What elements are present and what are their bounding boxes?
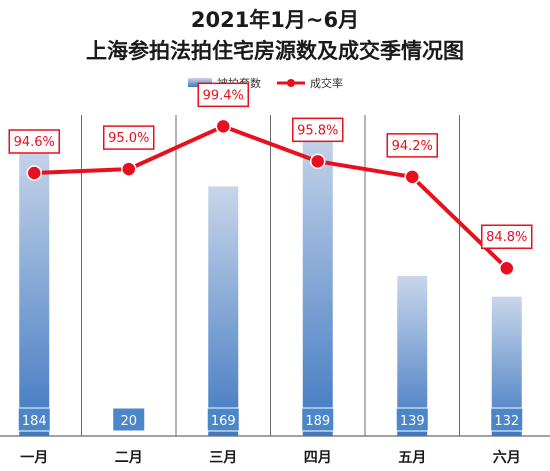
rate-point bbox=[215, 118, 231, 135]
rate-label-box bbox=[481, 224, 533, 249]
x-tick-label: 三月 bbox=[209, 450, 237, 466]
bar bbox=[208, 186, 239, 436]
x-tick-label: 二月 bbox=[115, 450, 143, 466]
rate-label-box bbox=[386, 133, 438, 158]
rate-point bbox=[26, 165, 42, 181]
line-layer bbox=[34, 124, 509, 270]
bar bbox=[302, 126, 333, 436]
x-tick-label: 五月 bbox=[398, 450, 426, 466]
legend-line-marker bbox=[287, 79, 295, 87]
bar-value-label: 132 bbox=[494, 414, 519, 429]
point-layer: 94.6% 95.0% 99.4% 95.8% 94.2% 84.8% bbox=[8, 82, 533, 276]
bar-value-box bbox=[301, 407, 335, 432]
rate-label: 94.6% bbox=[14, 135, 55, 150]
bar-value-label: 139 bbox=[400, 414, 425, 429]
bar-value-label: 184 bbox=[22, 414, 47, 429]
rate-label: 94.2% bbox=[392, 139, 433, 154]
bar-value-box bbox=[206, 407, 240, 432]
chart-title-line2: 上海参拍法拍住宅房源数及成交季情况图 bbox=[86, 39, 464, 63]
bar-value-label: 189 bbox=[305, 414, 330, 429]
bar-layer: 184 20 169 189 139 132 bbox=[17, 126, 524, 436]
bar-value-box bbox=[395, 407, 429, 432]
rate-label: 84.8% bbox=[486, 230, 527, 245]
rate-point bbox=[499, 260, 515, 276]
grid-layer bbox=[0, 115, 550, 437]
legend-line-label: 成交率 bbox=[310, 76, 343, 90]
rate-label-box bbox=[292, 117, 344, 143]
bar-value-label: 20 bbox=[120, 414, 137, 429]
bar bbox=[19, 141, 50, 436]
rate-label: 95.8% bbox=[297, 123, 338, 138]
rate-label-box bbox=[197, 82, 249, 108]
bar-value-box bbox=[17, 407, 51, 432]
chart-title-line1: 2021年1月~6月 bbox=[191, 8, 359, 32]
x-tick-label: 六月 bbox=[493, 449, 521, 466]
rate-point bbox=[404, 169, 420, 185]
x-tick-label: 一月 bbox=[20, 450, 48, 466]
rate-label-box bbox=[8, 129, 60, 154]
rate-label: 95.0% bbox=[108, 131, 149, 146]
rate-point bbox=[310, 153, 326, 170]
rate-line bbox=[34, 124, 509, 270]
x-axis: 一月 二月 三月 四月 五月 六月 bbox=[20, 449, 521, 466]
bar-value-box bbox=[490, 407, 524, 432]
x-tick-label: 四月 bbox=[304, 450, 332, 466]
rate-point bbox=[121, 161, 137, 177]
bar-value-box bbox=[112, 407, 146, 432]
rate-label-box bbox=[103, 125, 155, 150]
legend-bar-swatch bbox=[188, 78, 212, 87]
rate-label: 99.4% bbox=[203, 88, 244, 103]
bar-value-label: 169 bbox=[211, 414, 236, 429]
